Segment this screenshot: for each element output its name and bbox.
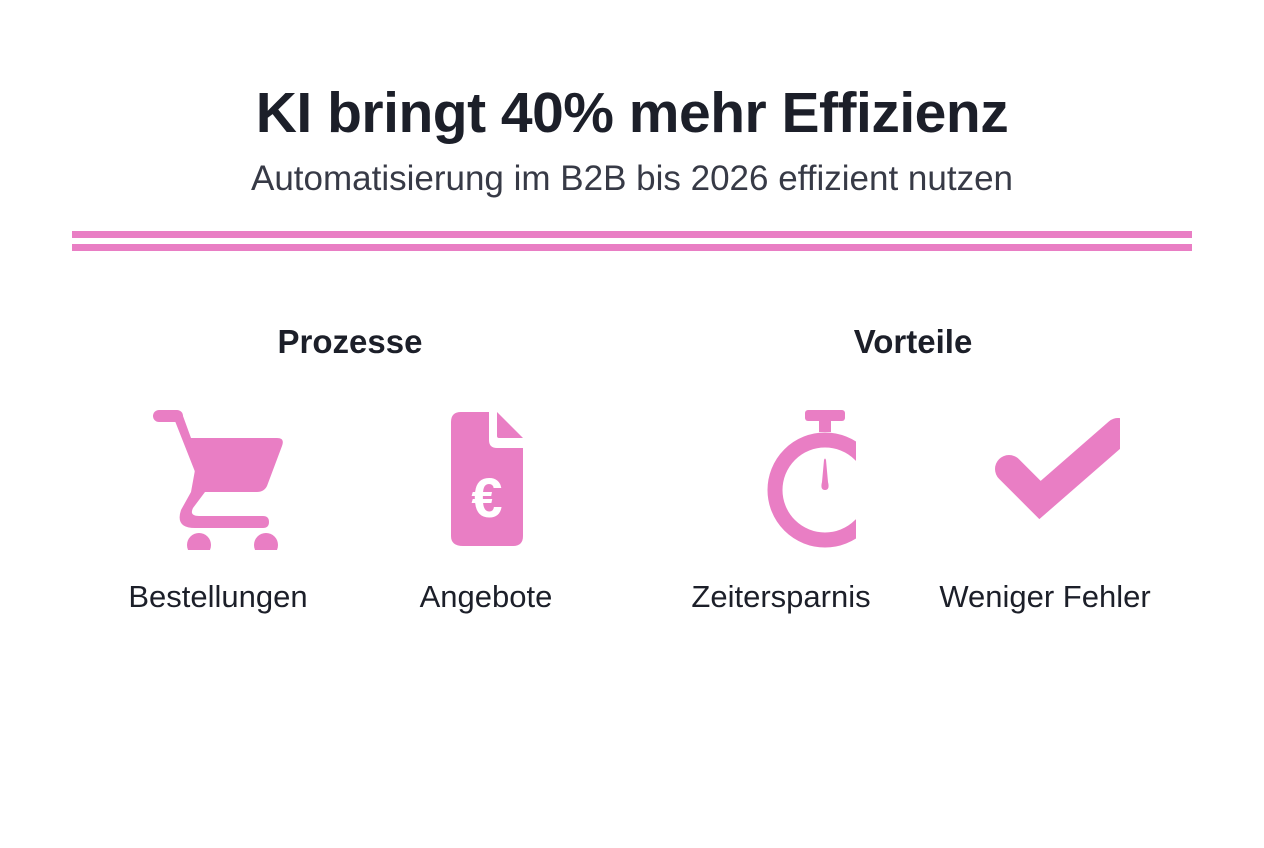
process-item-bestellungen: Bestellungen — [98, 400, 338, 617]
divider-line-top — [72, 231, 1192, 238]
process-item-angebote: € Angebote — [366, 400, 606, 617]
svg-text:€: € — [471, 466, 502, 529]
item-label: Bestellungen — [128, 579, 308, 614]
item-label: Angebote — [419, 579, 553, 614]
item-label: Zeitersparnis — [691, 579, 871, 614]
section-heading-prozesse: Prozesse — [277, 323, 423, 360]
section-heading-vorteile: Vorteile — [853, 323, 973, 360]
shopping-cart-icon — [98, 400, 338, 550]
benefit-item-zeitersparnis: Zeitersparnis — [661, 400, 901, 617]
benefit-item-weniger-fehler: Weniger Fehler — [925, 400, 1165, 617]
euro-document-icon: € — [366, 400, 606, 550]
page-title: KI bringt 40% mehr Effizienz — [255, 81, 1009, 145]
item-label: Weniger Fehler — [939, 579, 1151, 614]
checkmark-icon — [925, 400, 1165, 550]
page-subtitle: Automatisierung im B2B bis 2026 effizien… — [250, 159, 1014, 198]
stopwatch-icon — [661, 400, 901, 550]
divider-line-bottom — [72, 244, 1192, 251]
